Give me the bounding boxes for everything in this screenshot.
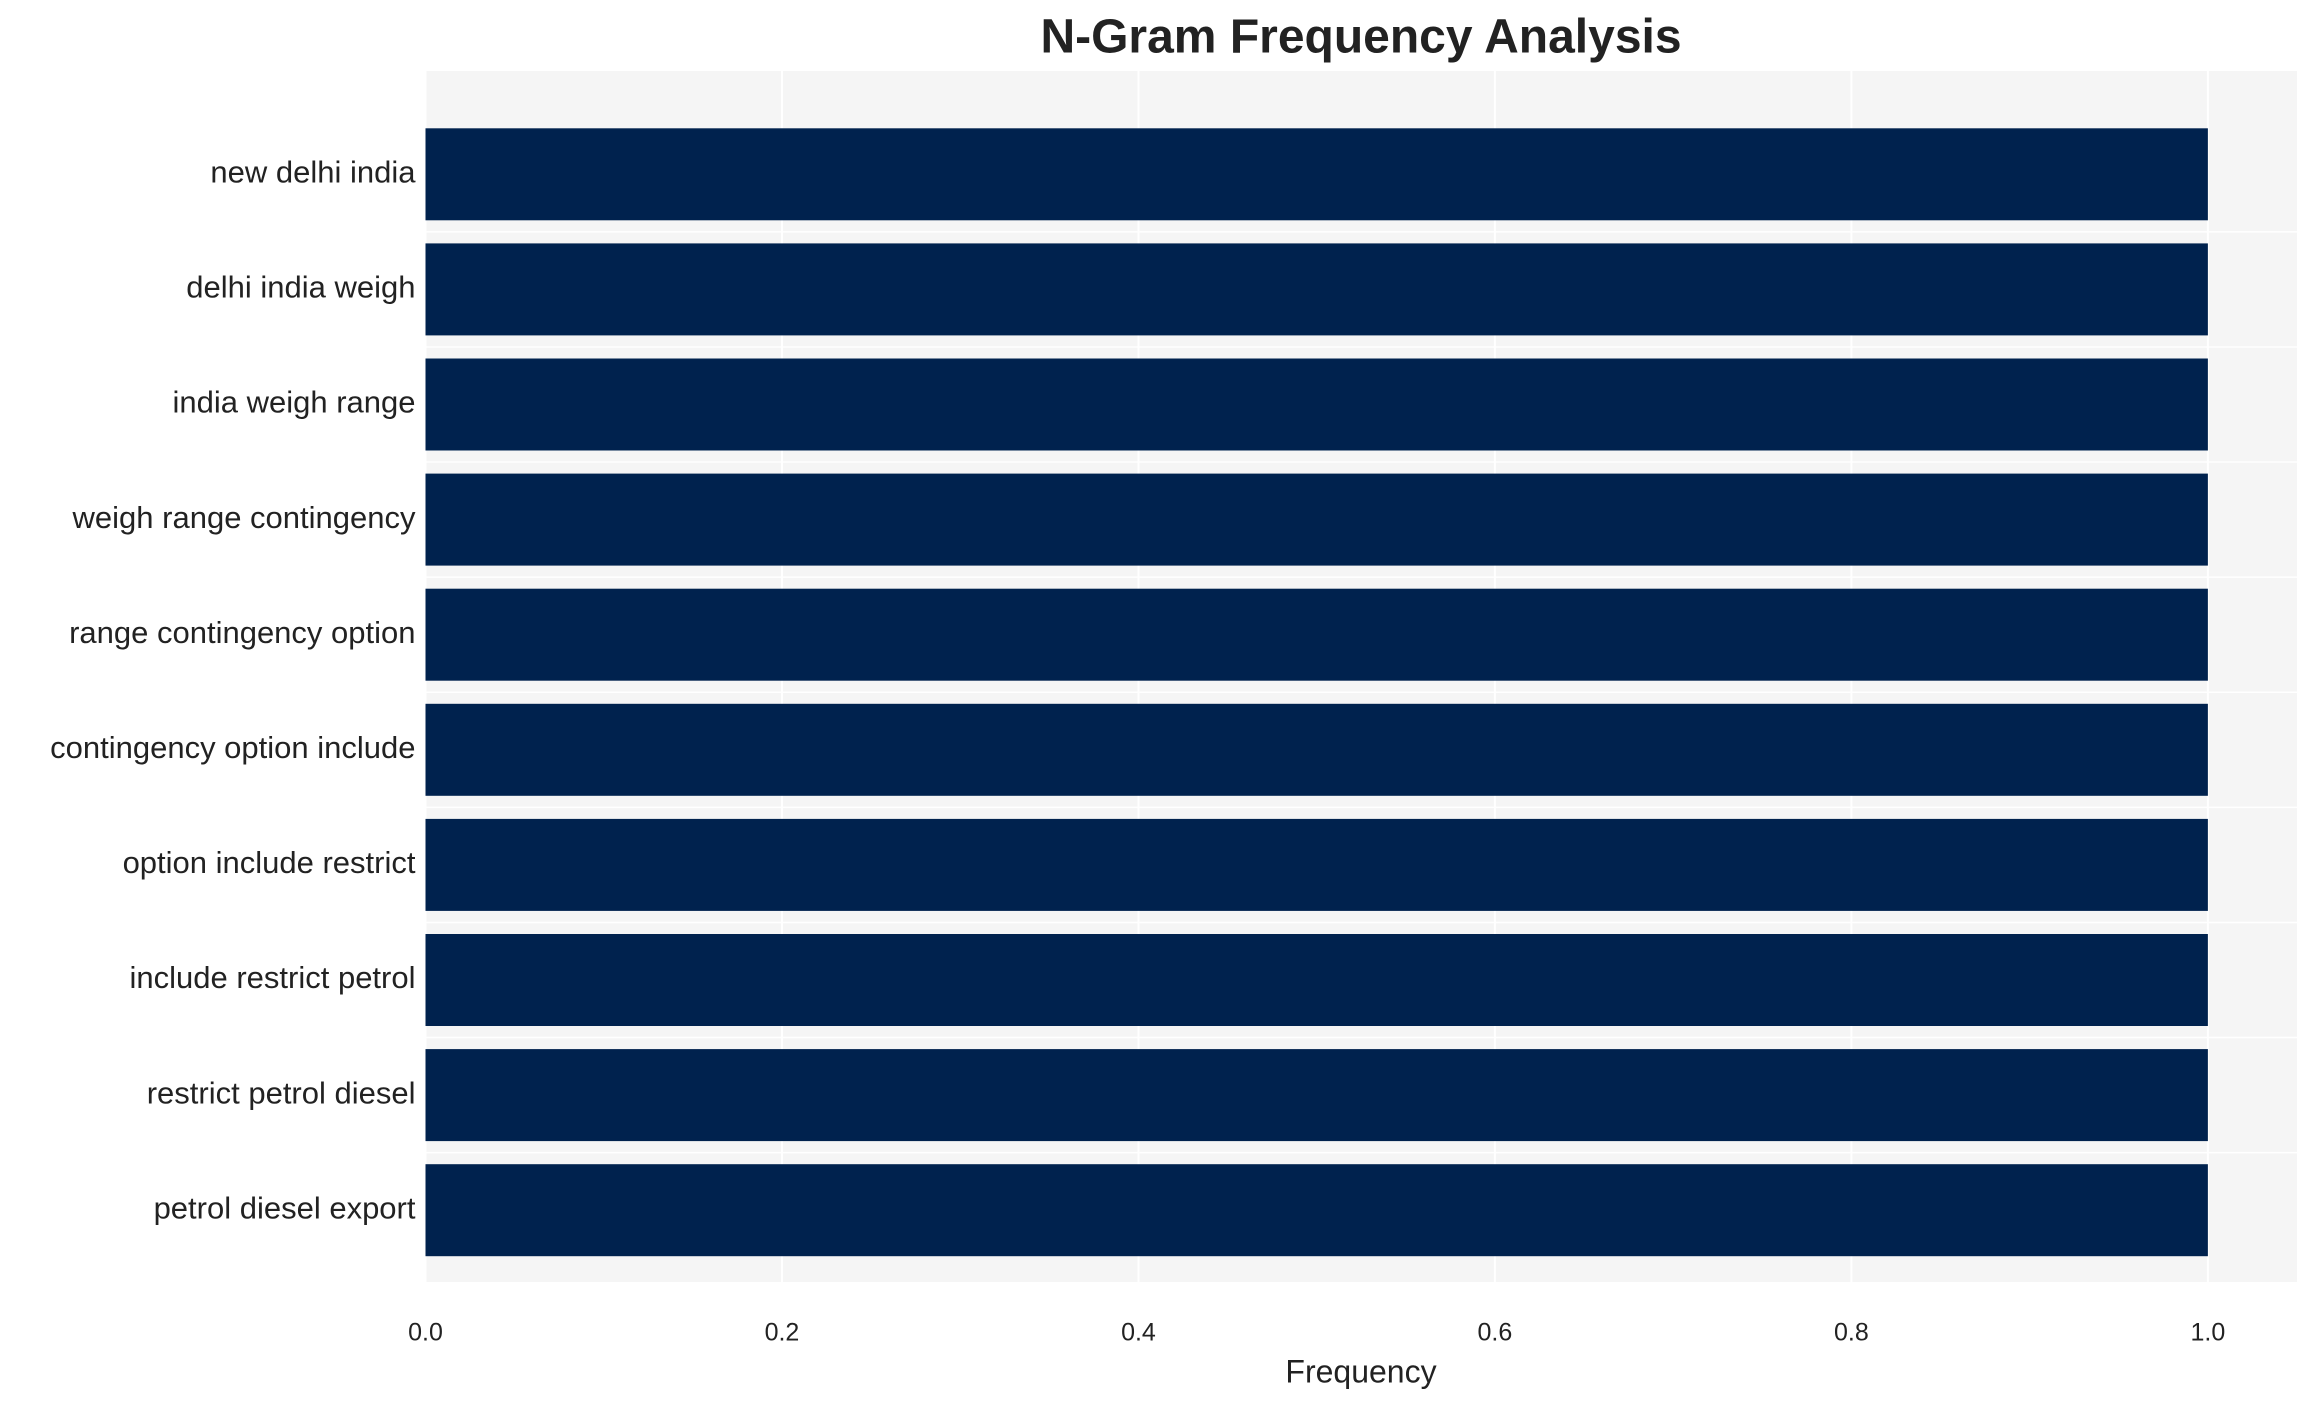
y-tick-label: contingency option include — [50, 730, 415, 765]
x-tick-label: 0.8 — [1834, 1319, 1869, 1347]
y-tick-label: include restrict petrol — [129, 960, 415, 995]
y-tick-label: restrict petrol diesel — [147, 1075, 416, 1110]
y-tick-label: india weigh range — [172, 385, 415, 420]
x-tick-label: 1.0 — [2190, 1319, 2225, 1347]
bar — [425, 473, 2208, 566]
x-tick-label: 0.2 — [765, 1319, 800, 1347]
bar — [425, 128, 2208, 221]
y-tick-label: new delhi india — [210, 154, 416, 189]
y-tick-label: range contingency option — [69, 615, 415, 650]
bar — [425, 243, 2208, 336]
chart-title: N-Gram Frequency Analysis — [1040, 11, 1681, 64]
bar — [425, 358, 2208, 451]
y-tick-label: weigh range contingency — [72, 500, 416, 535]
x-tick-label: 0.4 — [1121, 1319, 1156, 1347]
bar — [425, 818, 2208, 911]
bar — [425, 588, 2208, 681]
x-tick-label: 0.6 — [1478, 1319, 1513, 1347]
bar — [425, 1049, 2208, 1142]
x-axis-label: Frequency — [1285, 1353, 1436, 1389]
bar — [425, 703, 2208, 796]
y-tick-label: petrol diesel export — [154, 1190, 416, 1225]
bar — [425, 934, 2208, 1026]
bar — [425, 1164, 2208, 1257]
x-tick-label: 0.0 — [408, 1319, 443, 1347]
y-tick-label: delhi india weigh — [186, 270, 415, 305]
y-tick-label: option include restrict — [123, 845, 416, 880]
